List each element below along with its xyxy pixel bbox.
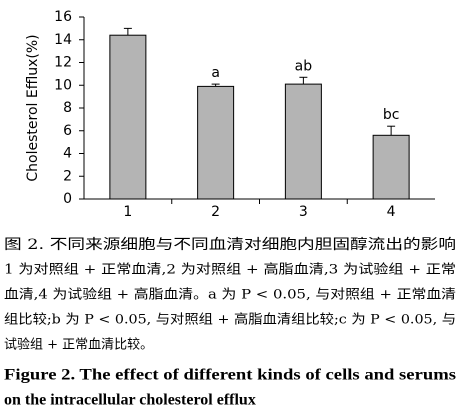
y-tick-label: 14: [54, 32, 72, 48]
bar: [109, 34, 147, 200]
caption-line: 组比较;b 为 P < 0.05, 与对照组 + 高脂血清组比较;c 为 P <…: [4, 312, 456, 328]
caption-line: 血清,4 为试验组 + 高脂血清。a 为 P < 0.05, 与对照组 + 正常…: [4, 287, 456, 303]
caption-line: 1 为对照组 + 正常血清,2 为对照组 + 高脂血清,3 为试验组 + 正常: [4, 262, 456, 278]
x-tick-label: 1: [123, 204, 132, 220]
x-tick-label: 2: [211, 204, 220, 220]
caption-english: Figure 2. The effect of different kinds …: [4, 367, 456, 384]
significance-label: bc: [383, 107, 400, 123]
bar: [197, 85, 235, 200]
y-tick-label: 0: [63, 191, 72, 207]
y-tick-label: 2: [63, 168, 72, 184]
y-axis-label: Cholesterol Efflux(%): [25, 34, 41, 181]
y-tick-label: 4: [63, 146, 72, 162]
significance-label: ab: [295, 58, 313, 74]
y-tick-label: 8: [63, 100, 72, 116]
y-tick-label: 10: [54, 77, 72, 93]
bar: [284, 83, 322, 200]
caption-english: on the intracellular cholesterol efflux: [4, 392, 256, 409]
caption-line: 试验组 + 正常血清比较。: [4, 337, 153, 353]
significance-label: a: [211, 65, 220, 81]
y-tick-label: 6: [63, 123, 72, 139]
x-tick-label: 3: [299, 204, 308, 220]
caption-title: 图 2. 不同来源细胞与不同血清对细胞内胆固醇流出的影响: [4, 236, 456, 253]
y-tick-label: 16: [54, 9, 72, 25]
y-tick-label: 12: [54, 55, 72, 71]
x-tick-label: 4: [387, 204, 396, 220]
bar: [372, 134, 410, 200]
